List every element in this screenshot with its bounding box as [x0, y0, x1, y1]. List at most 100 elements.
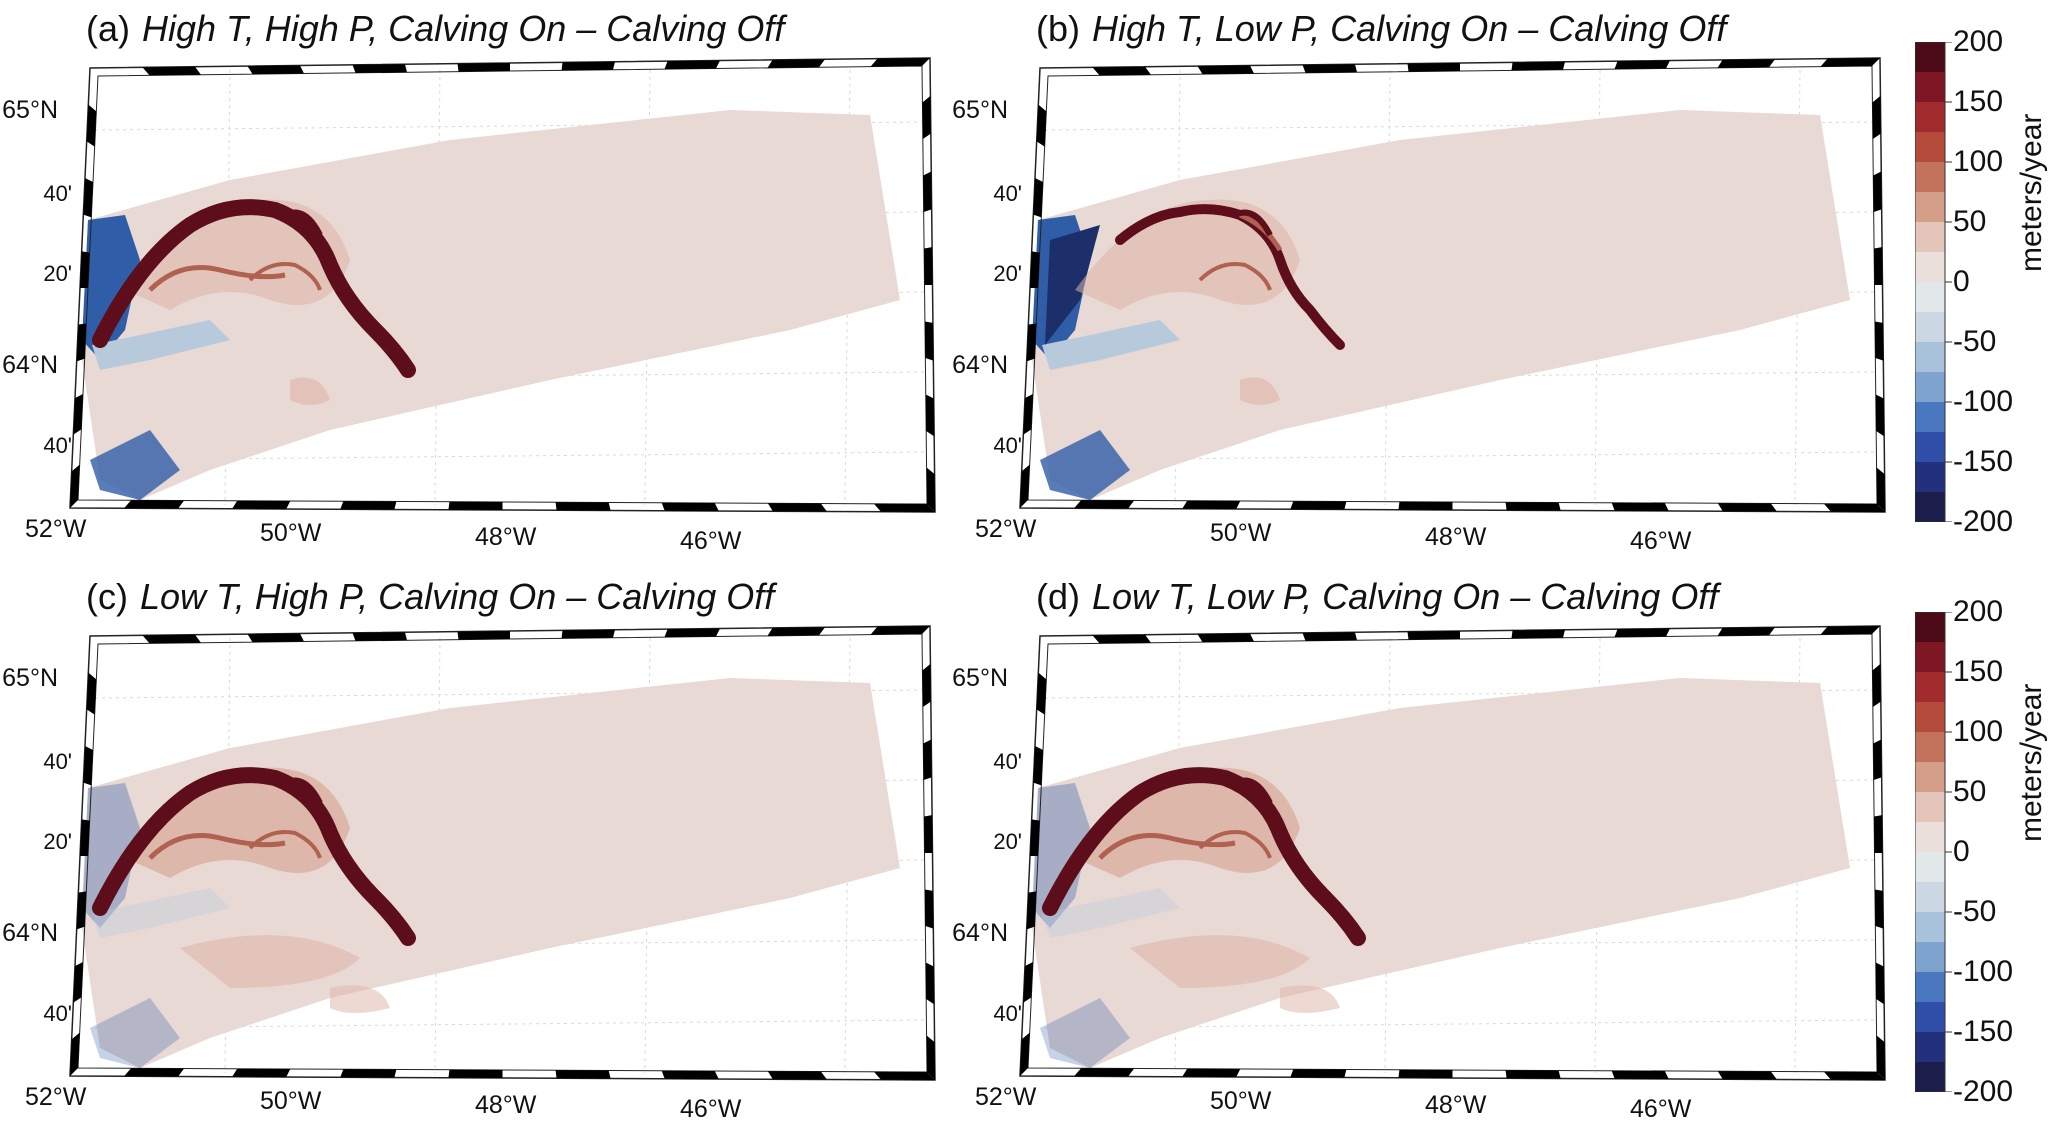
frame-segment	[1873, 171, 1882, 212]
colorbar-tick-label: 50	[1953, 775, 1987, 808]
thickening-halo	[1240, 377, 1280, 405]
frame-segment	[873, 1071, 935, 1080]
latitude-label: 40'	[993, 1001, 1022, 1026]
frame-segment	[1823, 503, 1885, 512]
frame-segment	[448, 501, 503, 510]
frame-segment	[352, 64, 407, 73]
frame-segment	[923, 171, 932, 212]
map-panel-d: (d) Low T, Low P, Calving On – Calving Of…	[952, 568, 1930, 1128]
frame-segment	[555, 1070, 611, 1079]
glacier-branch	[1239, 212, 1283, 252]
model-domain	[82, 110, 900, 500]
latitude-label: 65°N	[952, 96, 1008, 124]
frame-segment	[1820, 58, 1880, 67]
coastal-thinning	[1045, 225, 1100, 345]
colorbar-step	[1915, 372, 1945, 403]
frame-segment	[1875, 394, 1885, 437]
colorbar-bottom: meters/year 200 150 100 50 0 -50 -100 -150 -200	[1915, 597, 2066, 1112]
panel-title: (b) High T, Low P, Calving On – Calving O…	[1036, 8, 1727, 49]
frame-segment	[1407, 631, 1460, 640]
glacier-branch	[248, 830, 322, 859]
longitude-label: 46°W	[1630, 527, 1692, 555]
colorbar-step	[1915, 252, 1945, 283]
frame-segment	[83, 178, 93, 218]
colorbar-tick-label: 200	[1953, 25, 2004, 58]
glacier-branch	[1098, 833, 1236, 860]
frame-segment	[1290, 1069, 1347, 1078]
glacier-trunk	[92, 767, 416, 946]
panel-title: (d) Low T, Low P, Calving On – Calving Of…	[1036, 576, 1719, 617]
longitude-label: 48°W	[1425, 523, 1487, 551]
frame-segment	[924, 815, 933, 853]
colorbar-step	[1915, 702, 1945, 733]
frame-segment	[1505, 502, 1561, 511]
colorbar-step	[1915, 102, 1945, 133]
panel-title: (a) High T, High P, Calving On – Calving …	[86, 8, 785, 49]
latitude-label: 20'	[43, 829, 72, 854]
frame-segment	[661, 502, 719, 511]
colorbar-tick-label: 150	[1953, 655, 2004, 688]
thickening-halo	[290, 377, 330, 405]
frame-segment	[1182, 1068, 1241, 1077]
colorbar-step	[1915, 882, 1945, 913]
colorbar-tick-label: -150	[1953, 1015, 2014, 1048]
coastal-thinning	[82, 783, 140, 928]
latitude-label: 65°N	[2, 96, 58, 124]
colorbar-step	[1915, 72, 1945, 103]
glacier-branch	[248, 262, 322, 291]
model-domain	[82, 678, 900, 1068]
glacier-branch	[1198, 830, 1272, 859]
ice-thickness-field	[82, 110, 900, 500]
parallel-line	[1044, 121, 1876, 131]
colorbar-step	[1915, 612, 1945, 643]
frame-segment	[661, 1070, 719, 1079]
longitude-label: 48°W	[1425, 1091, 1487, 1119]
colorbar-step	[1915, 732, 1945, 763]
coastal-thinning	[1032, 783, 1090, 928]
frame-segment	[922, 95, 931, 139]
latitude-label: 40'	[993, 433, 1022, 458]
longitude-label: 52°W	[975, 515, 1037, 543]
latitude-label: 64°N	[952, 919, 1008, 947]
colorbar-step	[1915, 312, 1945, 343]
colorbar-tick-label: 0	[1953, 835, 1970, 868]
frame-segment	[1030, 251, 1040, 288]
latitude-label: 65°N	[952, 664, 1008, 692]
frame-segment	[1182, 500, 1241, 509]
frame-segment	[83, 746, 93, 786]
colorbar-step	[1915, 972, 1945, 1003]
colorbar-step	[1915, 432, 1945, 463]
colorbar-tick-label: 100	[1953, 715, 2004, 748]
frame-segment	[873, 503, 935, 512]
frame-segment	[80, 819, 90, 856]
map-frame	[1019, 57, 1886, 513]
map-canvas	[1019, 625, 1886, 1081]
frame-segment	[1407, 63, 1460, 72]
colorbar-step	[1915, 1062, 1945, 1092]
frame-segment	[70, 1032, 80, 1076]
colorbar-step	[1915, 672, 1945, 703]
frame-segment	[1030, 819, 1040, 856]
frame-segment	[924, 247, 933, 285]
map-canvas	[1019, 57, 1886, 513]
frame-segment	[1874, 247, 1883, 285]
model-domain	[1032, 110, 1850, 500]
frame-segment	[1611, 1070, 1669, 1079]
frame-segment	[922, 663, 931, 707]
coastal-thinning	[90, 430, 180, 500]
frame-segment	[232, 500, 291, 509]
colorbar-step	[1915, 162, 1945, 193]
colorbar-label: meters/year	[2015, 683, 2048, 842]
frame-segment	[1033, 746, 1043, 786]
coastal-thinning	[92, 888, 230, 938]
parallel-line	[94, 121, 926, 131]
colorbar-step	[1915, 822, 1945, 853]
frame-segment	[1505, 1070, 1561, 1079]
ice-thickness-field	[82, 678, 900, 1068]
frame-segment	[870, 626, 930, 635]
latitude-label: 40'	[43, 181, 72, 206]
frame-segment	[1872, 95, 1881, 139]
frame-segment	[1876, 467, 1885, 512]
latitude-label: 40'	[43, 1001, 72, 1026]
longitude-label: 48°W	[475, 1091, 537, 1119]
